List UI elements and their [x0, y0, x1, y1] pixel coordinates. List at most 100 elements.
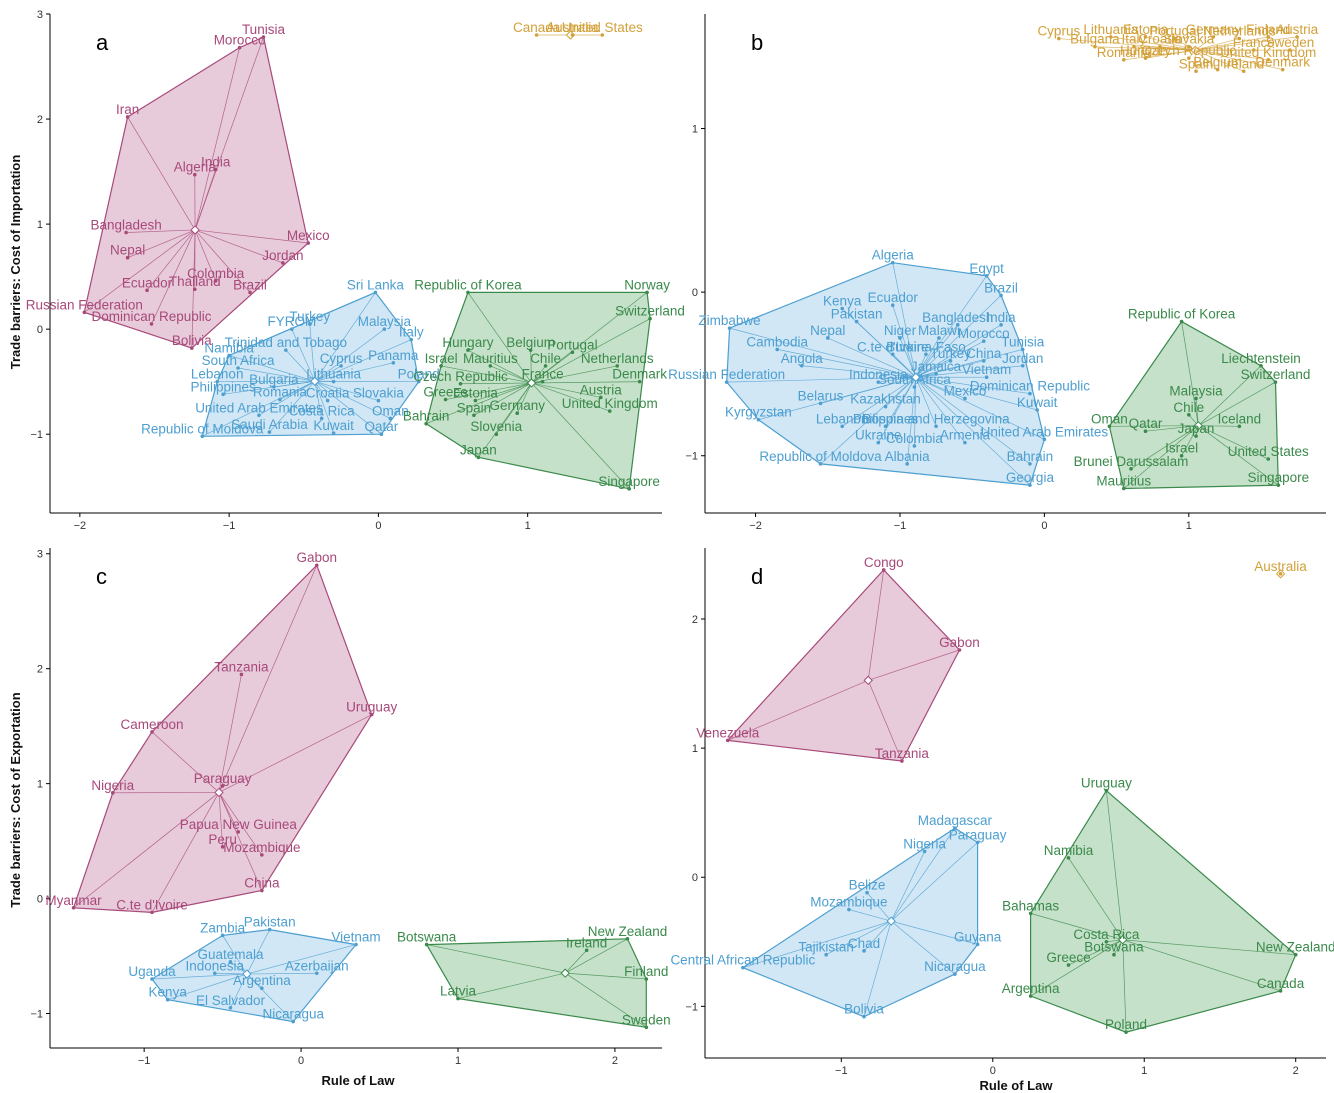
data-point	[847, 907, 851, 912]
data-point	[314, 563, 319, 568]
data-point	[125, 255, 130, 260]
data-point	[570, 33, 575, 37]
data-point	[1124, 1030, 1128, 1034]
data-point	[458, 381, 463, 386]
data-point	[999, 293, 1003, 298]
cluster-spoke	[246, 972, 317, 975]
cluster-spoke	[314, 380, 382, 435]
point-label: Kyrgyzstan	[725, 405, 792, 420]
data-point	[515, 411, 520, 416]
cluster-spoke	[564, 950, 587, 974]
point-label: Bangladesh	[90, 218, 161, 233]
point-label: Belgium	[1193, 55, 1242, 70]
data-point	[373, 290, 378, 295]
data-point	[876, 380, 881, 384]
point-label: Belarus	[798, 388, 844, 403]
point-label: United Kingdom	[1220, 45, 1316, 60]
panel-letter: a	[96, 30, 109, 55]
data-point	[272, 385, 276, 389]
point-label: Mauritius	[463, 351, 518, 366]
cluster-spoke	[285, 349, 316, 382]
x-tick-label: −1	[835, 1065, 848, 1077]
data-point	[725, 738, 730, 743]
point-label: C.te d'Ivoire	[857, 339, 929, 354]
panel-letter: c	[96, 564, 107, 589]
cluster-centroid	[1193, 420, 1203, 431]
data-point	[220, 784, 225, 788]
point-label: Qatar	[1129, 416, 1163, 431]
cluster-spoke	[258, 380, 315, 416]
cluster-hull	[1029, 789, 1297, 1033]
point-label: Tanzania	[875, 746, 930, 761]
cluster-spoke	[899, 337, 917, 378]
point-label: Malaysia	[358, 314, 412, 329]
data-point	[999, 323, 1003, 327]
point-label: Chile	[530, 351, 561, 366]
data-point	[540, 379, 545, 384]
point-label: Cambodia	[746, 334, 808, 349]
point-label: Spain	[1179, 56, 1214, 71]
point-label: Republic of Moldova	[141, 421, 264, 436]
point-label: Pakistan	[831, 307, 883, 322]
cluster-spoke	[1195, 36, 1269, 51]
data-point	[648, 316, 652, 321]
point-label: Sweden	[1265, 35, 1314, 50]
data-point	[1187, 413, 1191, 417]
point-label: Lebanon	[191, 367, 244, 382]
point-label: Spain	[457, 400, 492, 415]
data-point	[607, 409, 612, 413]
cluster-spoke	[238, 367, 315, 382]
cluster-hull	[741, 827, 979, 1018]
data-point	[1266, 457, 1271, 461]
point-label: C.te d'Ivoire	[116, 897, 188, 912]
point-label: Croatia	[306, 386, 350, 401]
cluster-spoke	[167, 973, 247, 1001]
cluster-spoke	[1145, 49, 1196, 59]
point-label: Brunei Darussalam	[1074, 454, 1189, 469]
data-point	[424, 942, 429, 947]
cluster-centroid	[310, 376, 320, 386]
cluster-pink: Gabon Tanzania Uruguay Cameroon Nigeria Parag…	[45, 550, 397, 915]
cluster-spoke	[151, 229, 196, 325]
point-label: Uruguay	[346, 700, 397, 715]
point-label: Norway	[624, 277, 670, 292]
cluster-spoke	[915, 360, 984, 378]
cluster-spoke	[218, 792, 223, 847]
data-point	[1066, 963, 1071, 967]
data-point	[1241, 69, 1246, 74]
data-point	[963, 396, 967, 401]
cluster-blue: Algeria Egypt Brazil Kenya Ecuador Pakistan Ba…	[668, 248, 1108, 487]
y-tick-label: 3	[37, 549, 43, 561]
point-label: India	[986, 310, 1016, 325]
point-label: Namibia	[1044, 843, 1094, 858]
data-point	[818, 462, 823, 466]
data-point	[314, 971, 319, 976]
cluster-spoke	[467, 349, 532, 384]
cluster-spoke	[726, 376, 916, 383]
cluster-spoke	[223, 380, 315, 395]
cluster-centroid	[526, 378, 537, 388]
data-point	[248, 290, 252, 295]
y-tick-label: 1	[692, 743, 698, 755]
point-label: Uganda	[128, 964, 176, 979]
data-point	[473, 398, 478, 403]
data-point	[1143, 35, 1148, 39]
data-point	[1143, 56, 1148, 60]
cluster-spoke	[1195, 398, 1199, 426]
data-point	[388, 416, 393, 421]
cluster-spoke	[1198, 425, 1240, 427]
x-tick-label: −1	[223, 520, 236, 532]
cluster-centroid	[911, 372, 921, 382]
cluster-spoke	[1106, 790, 1124, 940]
data-point	[476, 455, 481, 460]
point-label: Belgium	[506, 335, 555, 350]
cluster-spoke	[1195, 36, 1298, 51]
point-label: Nepal	[110, 243, 145, 258]
point-label: Estonia	[1123, 22, 1169, 37]
cluster-hull	[201, 291, 420, 437]
point-label: New Zealand	[588, 924, 668, 939]
cluster-spoke	[915, 376, 1038, 411]
cluster-spoke	[531, 382, 630, 490]
cluster-gold: Cyprus LithuaniaEstoniaPortugalGermanyNet…	[1037, 22, 1319, 74]
cluster-spoke	[915, 365, 1023, 378]
